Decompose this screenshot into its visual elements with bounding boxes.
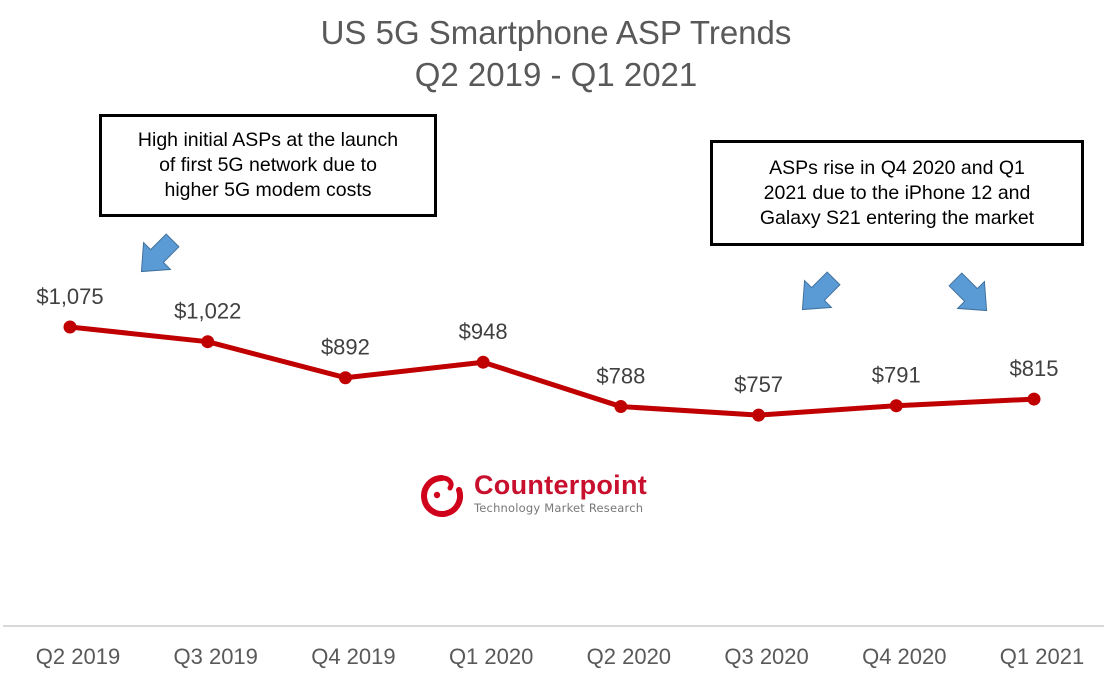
x-tick-label: Q2 2019 [36, 644, 120, 669]
x-tick-label: Q4 2020 [862, 644, 946, 669]
x-tick-label: Q1 2020 [449, 644, 533, 669]
data-point [752, 408, 766, 422]
data-point [1027, 392, 1041, 406]
data-label: $791 [872, 363, 921, 388]
annotation-line: High initial ASPs at the launch [137, 129, 399, 151]
data-point [614, 400, 628, 414]
x-tick-label: Q1 2021 [1000, 644, 1084, 669]
x-axis-ticks: Q2 2019 Q3 2019 Q4 2019 Q1 2020 Q2 2020 Q3 20… [36, 644, 1084, 669]
x-tick-label: Q4 2019 [311, 644, 395, 669]
data-label: $892 [321, 335, 370, 360]
data-label: $757 [734, 372, 783, 397]
data-point [476, 355, 490, 369]
annotation-line: 2021 due to the iPhone 12 and [763, 181, 1031, 204]
down-arrow-icon [948, 272, 988, 312]
logo-name: Counterpoint [474, 470, 648, 500]
data-label: $948 [459, 319, 508, 344]
data-point [889, 399, 903, 413]
x-tick-label: Q2 2020 [587, 644, 671, 669]
data-point [201, 335, 215, 349]
annotation-line: of first 5G network due to [159, 154, 377, 176]
chart-subtitle: Q2 2019 - Q1 2021 [415, 56, 698, 93]
series-line [69, 324, 1035, 418]
data-label: $1,075 [36, 284, 103, 309]
counterpoint-logo: Counterpoint Technology Market Research [418, 470, 668, 520]
annotation-callout-rise: ASPs rise in Q4 2020 and Q1 2021 due to … [710, 140, 1084, 246]
logo-tagline: Technology Market Research [474, 501, 644, 515]
data-point [338, 371, 352, 385]
data-label: $815 [1010, 356, 1059, 381]
series-layer [63, 320, 1041, 422]
annotation-line: higher 5G modem costs [164, 179, 372, 201]
down-arrow-icon [140, 233, 180, 273]
down-arrow-icon [801, 271, 841, 311]
annotation-line: ASPs rise in Q4 2020 and Q1 [769, 156, 1025, 179]
data-label: $1,022 [174, 299, 241, 324]
chart-title: US 5G Smartphone ASP Trends [321, 14, 792, 51]
data-point [63, 320, 77, 334]
x-tick-label: Q3 2019 [174, 644, 258, 669]
data-label: $788 [596, 364, 645, 389]
annotation-line: Galaxy S21 entering the market [759, 206, 1035, 229]
counterpoint-logo-icon [421, 475, 464, 517]
x-tick-label: Q3 2020 [724, 644, 808, 669]
annotation-callout-launch: High initial ASPs at the launch of first… [99, 114, 437, 217]
data-labels: $1,075 $1,022 $892 $948 $788 $757 $791 $815 [36, 284, 1058, 397]
annotation-arrows [140, 233, 988, 312]
